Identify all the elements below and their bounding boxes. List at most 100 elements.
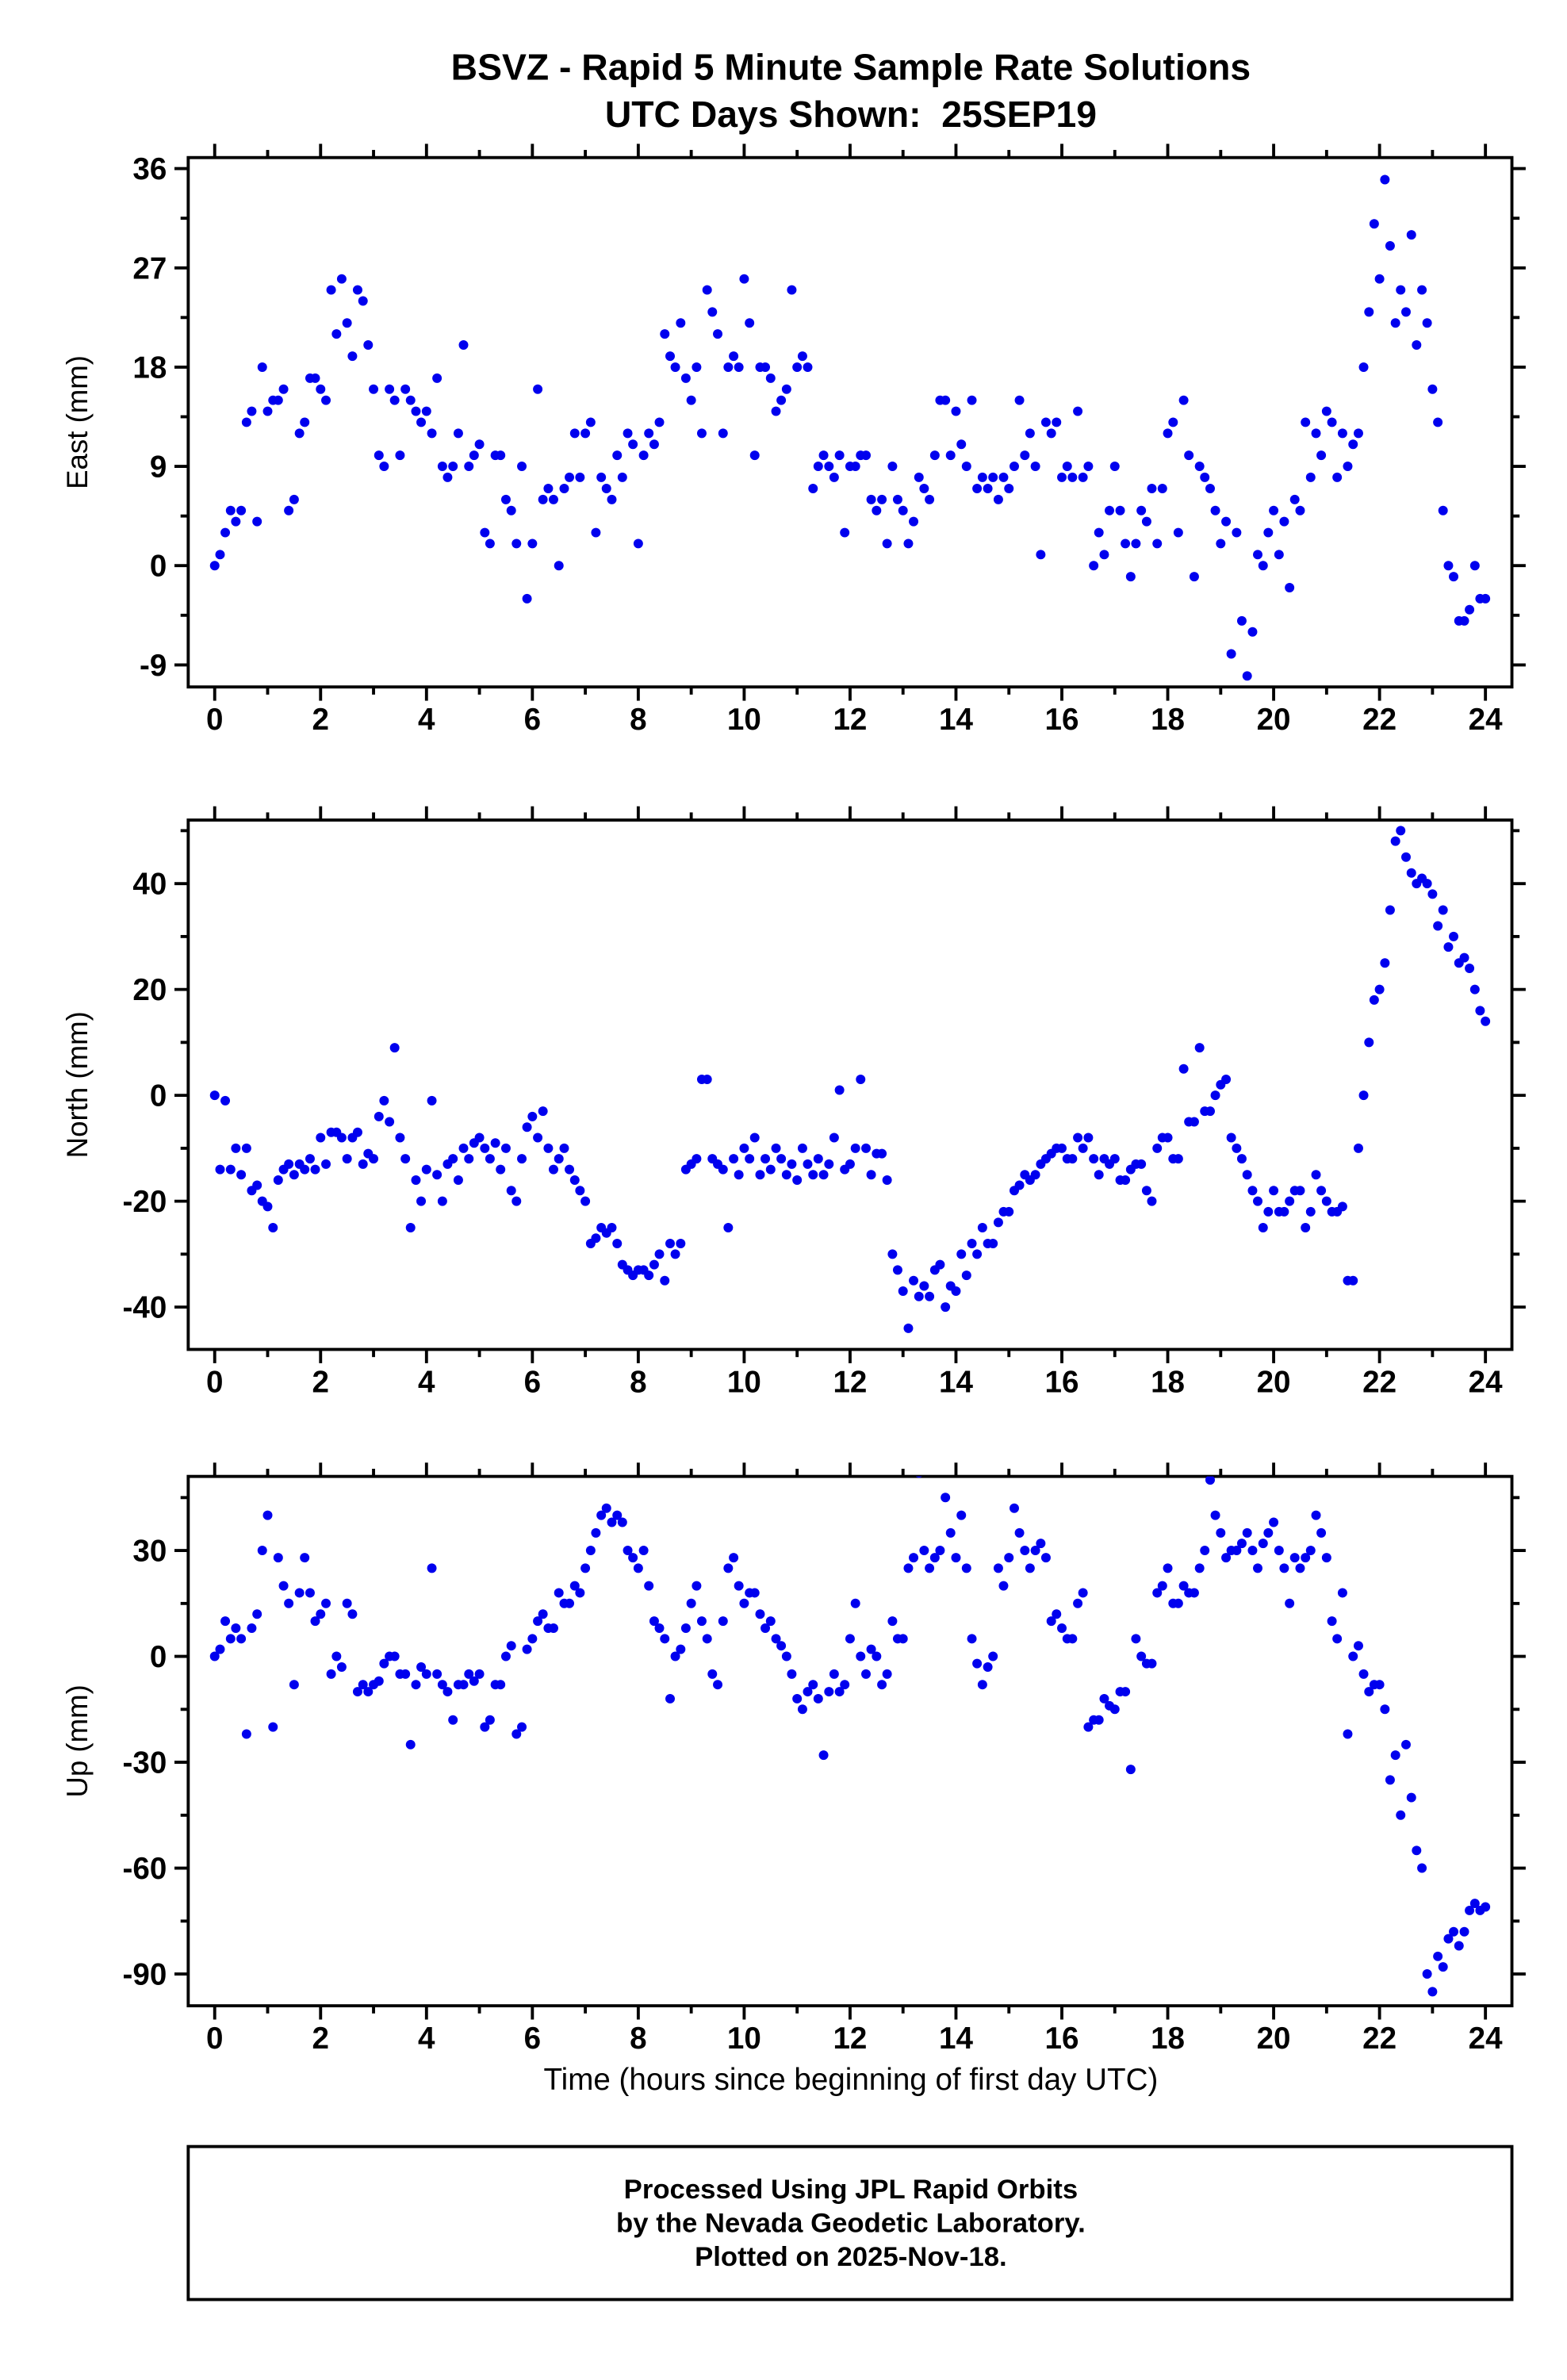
data-point <box>1481 1016 1491 1026</box>
data-point <box>1004 484 1014 493</box>
data-point <box>1274 550 1284 560</box>
data-point <box>956 1510 967 1520</box>
data-point <box>797 1143 807 1153</box>
data-point <box>914 472 924 482</box>
data-point <box>1374 984 1385 995</box>
data-point <box>866 494 876 504</box>
footer-line2: by the Nevada Geodetic Laboratory. <box>616 2209 1086 2239</box>
data-point <box>660 1634 670 1644</box>
data-point <box>1189 1588 1199 1598</box>
data-point <box>1205 1476 1215 1485</box>
data-point <box>1305 472 1316 482</box>
data-point <box>496 1680 506 1690</box>
data-point <box>437 462 447 471</box>
data-point <box>1125 1765 1136 1775</box>
data-point <box>262 406 273 416</box>
data-point <box>1030 1170 1040 1180</box>
data-point <box>765 373 776 383</box>
data-point <box>1094 527 1104 538</box>
data-point <box>326 285 336 295</box>
data-point <box>1285 1598 1295 1608</box>
data-point <box>289 494 299 504</box>
data-point <box>310 1164 320 1175</box>
data-point <box>761 1154 771 1164</box>
data-point <box>294 1588 305 1598</box>
data-point <box>284 1598 294 1608</box>
data-point <box>1152 1143 1163 1153</box>
data-point <box>1109 1154 1120 1164</box>
data-point <box>1348 439 1358 450</box>
data-point <box>1173 1154 1183 1164</box>
data-point <box>723 362 734 372</box>
data-point <box>692 1581 702 1591</box>
data-point <box>1396 285 1406 295</box>
data-point <box>1380 174 1390 185</box>
data-point <box>1380 958 1390 968</box>
data-point <box>400 384 411 394</box>
x-tick-label: 12 <box>833 1366 867 1400</box>
data-point <box>342 318 352 328</box>
data-point <box>734 362 744 372</box>
data-point <box>284 505 294 515</box>
data-point <box>485 538 495 549</box>
data-point <box>1354 428 1363 439</box>
data-point <box>713 1680 723 1690</box>
data-point <box>252 1180 262 1190</box>
data-point <box>925 1563 935 1573</box>
data-point <box>707 1669 718 1679</box>
data-point <box>834 1085 845 1095</box>
data-point <box>369 384 379 394</box>
axis-ticks <box>174 144 1526 701</box>
data-point <box>300 1553 310 1563</box>
data-point <box>1401 1739 1411 1750</box>
figure-subtitle: UTC Days Shown: 25SEP19 <box>605 94 1097 135</box>
data-point <box>326 1669 336 1679</box>
data-point <box>284 1159 294 1169</box>
data-point <box>601 484 611 493</box>
data-point <box>898 505 908 515</box>
data-point <box>1301 417 1311 427</box>
data-point <box>565 1598 575 1608</box>
footer-frame <box>186 2144 1514 2301</box>
data-point <box>696 428 707 439</box>
data-point <box>818 1750 829 1761</box>
data-point <box>464 1154 474 1164</box>
data-point <box>612 1510 623 1520</box>
data-point <box>236 1170 247 1180</box>
data-point <box>696 1616 707 1627</box>
data-point <box>1465 604 1475 615</box>
data-point <box>1014 395 1025 405</box>
data-point <box>374 1111 384 1121</box>
x-tick-label: 8 <box>630 703 646 737</box>
data-point <box>977 472 987 482</box>
data-point <box>945 1527 956 1538</box>
data-point <box>220 1095 231 1106</box>
data-point <box>1348 1651 1358 1661</box>
data-point <box>1422 879 1432 889</box>
data-point <box>1337 1588 1347 1598</box>
data-point <box>887 1249 898 1259</box>
data-point <box>474 1669 485 1679</box>
data-point <box>416 1196 427 1206</box>
data-point <box>506 505 516 515</box>
x-tick-label: 2 <box>312 1366 329 1400</box>
data-point <box>385 384 395 394</box>
data-point <box>1147 1196 1157 1206</box>
data-point <box>427 1563 437 1573</box>
data-point <box>967 1634 977 1644</box>
data-point <box>866 1170 876 1180</box>
data-point <box>411 1680 421 1690</box>
data-point <box>416 417 427 427</box>
data-point <box>877 494 887 504</box>
data-point <box>638 450 649 461</box>
data-point <box>358 1680 368 1690</box>
data-point <box>729 351 739 362</box>
data-point <box>813 1693 823 1704</box>
data-point <box>840 527 850 538</box>
x-tick-label: 2 <box>312 2022 329 2056</box>
data-point <box>411 1175 421 1185</box>
y-tick-label: -20 <box>123 1185 167 1219</box>
data-point <box>882 1669 892 1679</box>
